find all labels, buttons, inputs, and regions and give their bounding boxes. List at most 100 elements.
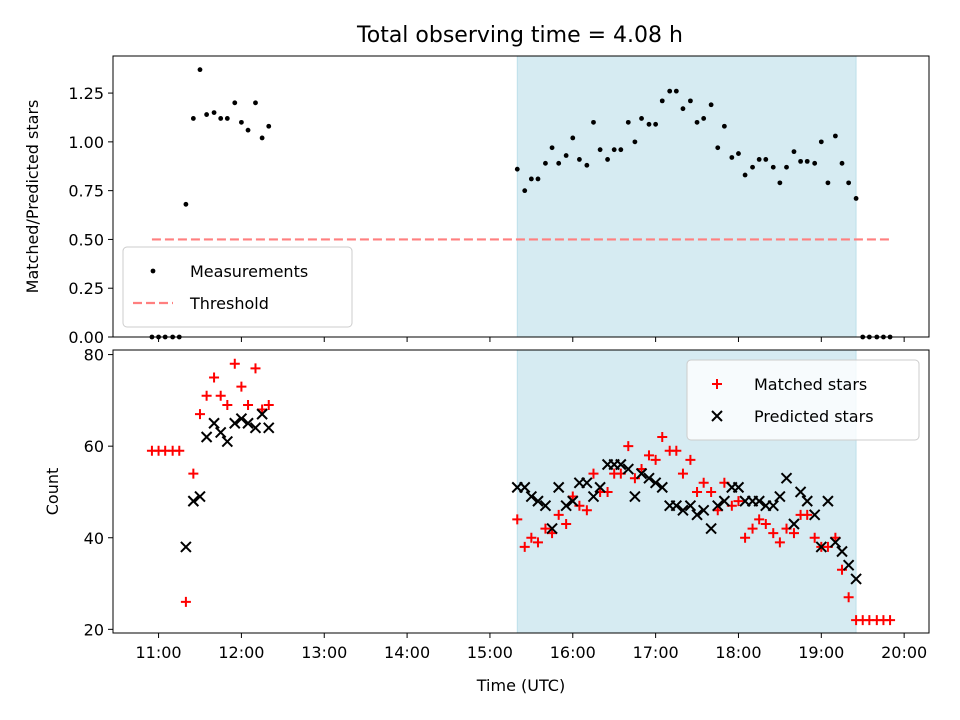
data-point — [570, 135, 576, 141]
data-point — [742, 172, 748, 178]
data-point — [622, 463, 634, 475]
data-point — [187, 495, 200, 507]
x-tick-label: 20:00 — [881, 643, 927, 662]
y-tick-label: 0.25 — [68, 279, 104, 298]
data-point — [670, 499, 683, 512]
top-panel-ratio-chart: 0.00 0.25 0.50 0.75 1.00 1.25 Matched/Predicte… — [23, 55, 930, 347]
data-point — [561, 519, 572, 530]
x-tick-label: 11:00 — [136, 643, 182, 662]
data-point — [200, 431, 213, 443]
data-point — [263, 399, 274, 410]
legend-marker-plus — [712, 379, 722, 389]
data-point — [846, 180, 852, 186]
data-point — [211, 110, 217, 115]
data-point — [659, 98, 665, 104]
x-tick-label: 14:00 — [384, 643, 430, 662]
data-point — [750, 164, 755, 170]
data-point — [242, 417, 254, 429]
data-point — [546, 522, 558, 535]
x-tick-label: 19:00 — [798, 643, 844, 662]
data-point — [649, 477, 662, 489]
legend-marker-x — [711, 410, 723, 422]
data-point — [232, 100, 238, 106]
x-tick-label: 13:00 — [301, 643, 347, 662]
bottom-panel-count-chart: 11:00 12:00 13:00 14:00 15:00 16:00 17:00 18:00… — [43, 346, 930, 695]
data-point — [697, 504, 710, 516]
data-point — [685, 454, 696, 465]
x-tick-label: 15:00 — [467, 643, 513, 662]
data-point — [587, 490, 600, 503]
data-point — [684, 499, 697, 512]
data-point — [657, 432, 668, 443]
data-point — [671, 445, 682, 456]
data-point — [190, 116, 196, 121]
data-point — [753, 495, 765, 507]
data-point — [692, 486, 703, 497]
data-point — [691, 509, 703, 521]
data-point — [194, 409, 205, 420]
data-point — [774, 537, 785, 548]
data-point — [224, 116, 230, 121]
data-point — [259, 135, 265, 141]
data-point — [850, 573, 862, 585]
data-point — [791, 149, 797, 155]
data-point — [842, 559, 855, 571]
legend-label: Matched stars — [754, 375, 867, 394]
data-point — [623, 441, 634, 452]
data-point — [266, 123, 272, 129]
x-tick-label: 18:00 — [715, 643, 761, 662]
data-point — [788, 528, 799, 539]
data-point — [822, 495, 834, 507]
x-tick-label: 12:00 — [218, 643, 264, 662]
data-point — [677, 504, 689, 516]
data-point — [780, 472, 793, 484]
data-point — [625, 119, 631, 125]
data-point — [732, 481, 745, 494]
data-point — [535, 176, 541, 182]
data-point — [677, 468, 688, 479]
series-predicted-stars — [180, 408, 862, 585]
data-point — [680, 106, 686, 112]
data-point — [611, 147, 617, 153]
x-axis-label: Time (UTC) — [476, 676, 565, 695]
data-point — [754, 514, 765, 525]
y-tick-label: 0.75 — [68, 182, 104, 201]
data-point — [243, 399, 254, 410]
data-point — [194, 490, 206, 503]
data-point — [543, 160, 548, 166]
data-point — [708, 102, 714, 108]
data-point — [629, 490, 641, 503]
x-tick-label: 16:00 — [550, 643, 596, 662]
data-point — [650, 454, 661, 465]
data-point — [740, 532, 751, 543]
data-point — [770, 164, 776, 170]
data-point — [526, 532, 537, 543]
data-point — [204, 112, 210, 117]
data-point — [832, 133, 838, 139]
data-point — [804, 158, 810, 164]
data-point — [802, 509, 813, 520]
figure-title: Total observing time = 4.08 h — [356, 23, 683, 48]
data-point — [567, 495, 579, 507]
data-point — [552, 481, 565, 494]
data-point — [512, 514, 523, 525]
y-tick-label: 80 — [84, 346, 104, 365]
data-point — [705, 522, 717, 535]
y-tick-label: 0.50 — [68, 230, 104, 249]
data-point — [180, 596, 191, 607]
data-point — [615, 458, 627, 471]
y-tick-label: 60 — [84, 437, 104, 456]
y-tick-label: 40 — [84, 529, 104, 548]
data-point — [774, 490, 786, 503]
data-point — [605, 157, 610, 162]
data-point — [553, 509, 564, 520]
data-point — [729, 155, 735, 160]
data-point — [736, 151, 741, 156]
data-point — [815, 541, 828, 553]
data-point — [673, 88, 679, 94]
observing-span-shade — [516, 55, 857, 338]
data-point — [183, 201, 189, 207]
data-point — [756, 157, 762, 162]
data-point — [539, 499, 552, 512]
data-point — [701, 116, 707, 121]
